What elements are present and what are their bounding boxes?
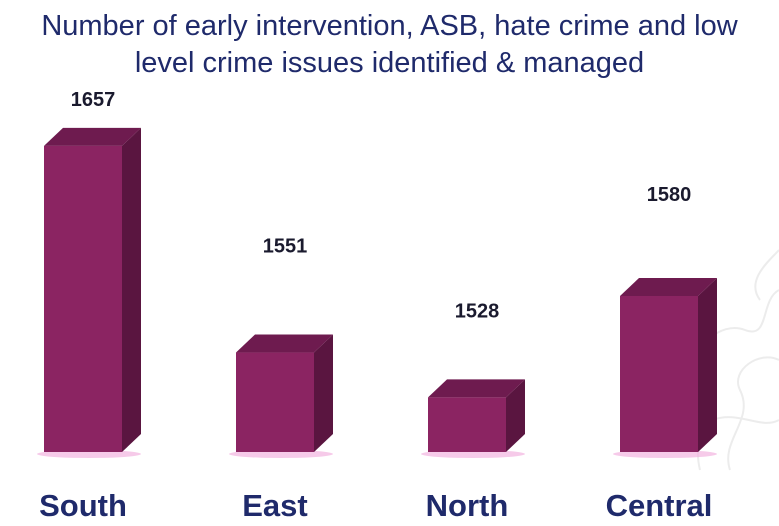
bar-front bbox=[620, 296, 698, 452]
value-label: 1580 bbox=[647, 184, 692, 206]
category-labels: South East North Central bbox=[39, 488, 712, 523]
category-label: South bbox=[39, 488, 127, 523]
bar-side bbox=[506, 379, 525, 452]
bar-side bbox=[122, 127, 141, 452]
bar-top bbox=[428, 379, 525, 398]
value-label: 1551 bbox=[263, 236, 308, 258]
category-label: Central bbox=[606, 488, 713, 523]
bar-north bbox=[428, 379, 525, 452]
value-label: 1528 bbox=[455, 300, 500, 322]
bars bbox=[44, 127, 717, 452]
bar-east bbox=[236, 334, 333, 452]
chart-title-line-2: level crime issues identified & managed bbox=[134, 47, 645, 79]
bar-front bbox=[428, 397, 506, 452]
value-labels: 1657 1551 1528 1580 bbox=[71, 89, 692, 323]
category-label: North bbox=[426, 488, 509, 523]
chart-title-line-1: Number of early intervention, ASB, hate … bbox=[41, 10, 738, 42]
bar-side bbox=[314, 334, 333, 452]
bar-top bbox=[620, 278, 717, 296]
floor-glows bbox=[37, 450, 717, 458]
category-label: East bbox=[242, 488, 307, 523]
bar-south bbox=[44, 127, 141, 452]
chart-title: Number of early intervention, ASB, hate … bbox=[0, 0, 779, 81]
bar-side bbox=[698, 278, 717, 452]
bar-top bbox=[236, 334, 333, 353]
bar-front bbox=[236, 352, 314, 452]
value-label: 1657 bbox=[71, 89, 116, 111]
bar-front bbox=[44, 145, 122, 452]
bar-central bbox=[620, 278, 717, 452]
bar-top bbox=[44, 127, 141, 146]
